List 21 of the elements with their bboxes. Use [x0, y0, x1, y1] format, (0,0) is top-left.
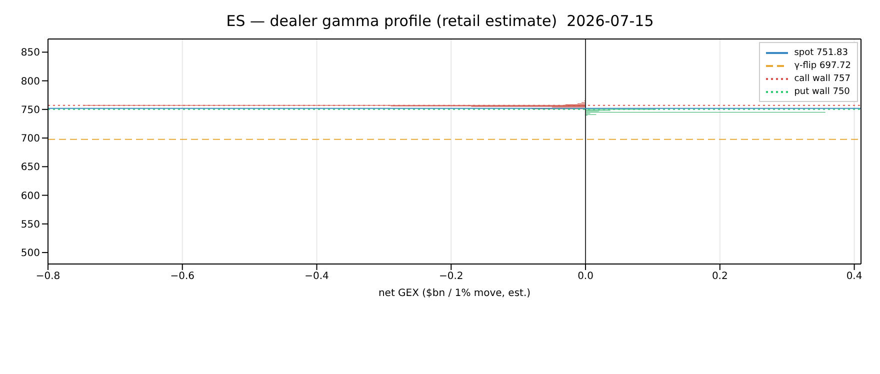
y-tick-label: 650: [20, 162, 40, 174]
legend-label: spot 751.83: [794, 48, 848, 58]
legend-label: put wall 750: [794, 86, 850, 96]
x-axis-title: net GEX ($bn / 1% move, est.): [378, 288, 531, 299]
y-tick-label: 850: [20, 48, 40, 59]
y-tick-label: 800: [20, 76, 40, 88]
x-tick-label: −0.2: [438, 271, 464, 282]
y-tick-label: 500: [20, 248, 40, 260]
x-tick-label: −0.4: [304, 271, 329, 282]
y-tick-label: 700: [20, 134, 40, 145]
y-tick-label: 750: [20, 104, 40, 116]
legend-label: γ-flip 697.72: [794, 60, 851, 70]
chart-title: ES — dealer gamma profile (retail estimate) 2026-07-15: [225, 11, 655, 32]
y-tick-label: 550: [20, 219, 40, 230]
legend-label: call wall 757: [794, 74, 850, 84]
x-tick-label: 0.0: [578, 271, 594, 282]
x-tick-label: 0.2: [712, 271, 728, 282]
y-tick-label: 600: [20, 190, 40, 202]
x-tick-label: 0.4: [846, 271, 862, 282]
x-tick-label: −0.6: [170, 271, 195, 282]
x-tick-label: −0.8: [36, 271, 60, 282]
